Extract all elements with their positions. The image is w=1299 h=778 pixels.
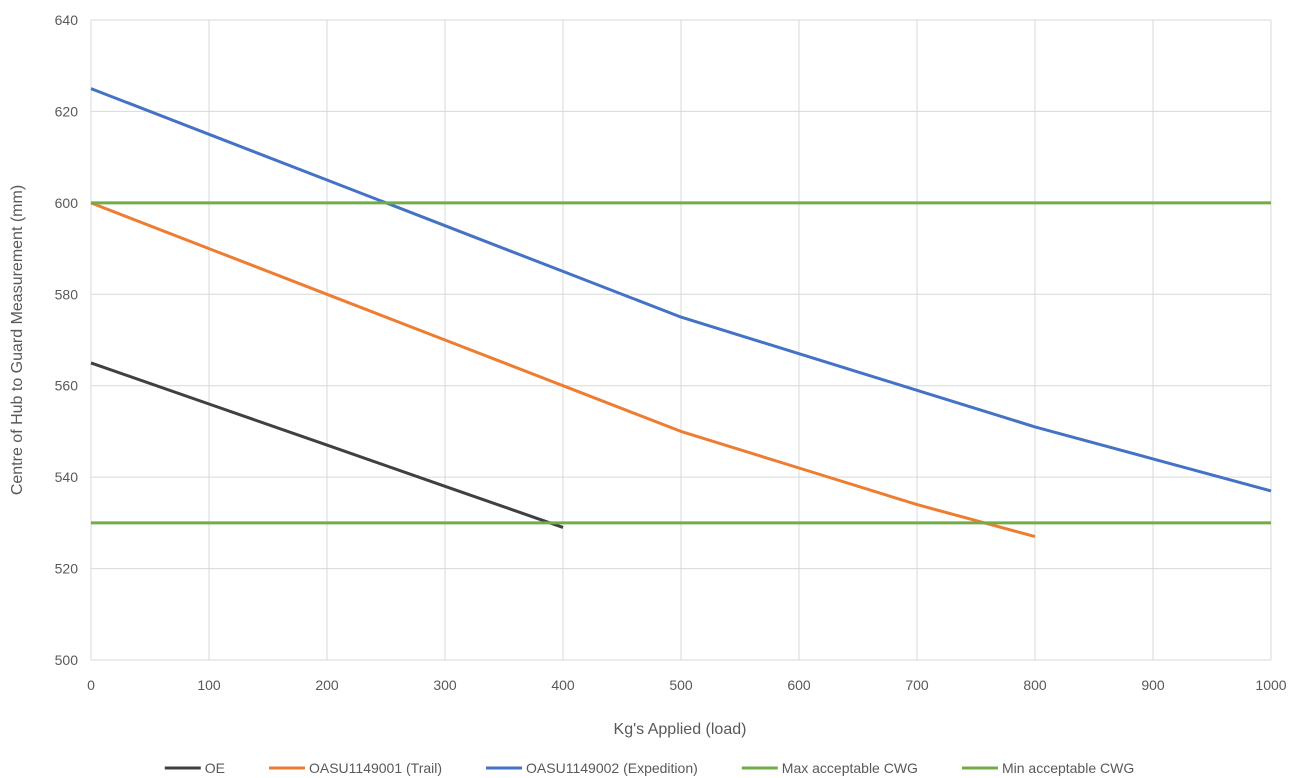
x-tick-label-400: 400 — [551, 677, 575, 693]
y-tick-label-580: 580 — [55, 286, 79, 302]
legend-label-3: Max acceptable CWG — [782, 760, 918, 776]
series-line-0 — [90, 361, 564, 529]
y-tick-label-500: 500 — [55, 652, 79, 668]
legend: OE OASU1149001 (Trail) OASU1149002 (Expedi… — [164, 760, 1134, 776]
legend-item-2: OASU1149002 (Expedition) — [486, 760, 698, 776]
y-tick-label-600: 600 — [55, 195, 79, 211]
x-tick-label-500: 500 — [669, 677, 693, 693]
legend-label-0: OE — [205, 760, 225, 776]
legend-item-0: OE — [164, 760, 225, 776]
x-tick-label-300: 300 — [433, 677, 457, 693]
y-tick-label-520: 520 — [55, 561, 79, 577]
x-tick-label-800: 800 — [1023, 677, 1047, 693]
legend-label-4: Min acceptable CWG — [1002, 760, 1134, 776]
x-axis-title: Kg's Applied (load) — [614, 721, 747, 738]
grid — [90, 19, 1272, 661]
x-tick-label-700: 700 — [905, 677, 929, 693]
legend-item-3: Max acceptable CWG — [741, 760, 918, 776]
legend-item-1: OASU1149001 (Trail) — [268, 760, 442, 776]
x-tick-label-200: 200 — [315, 677, 339, 693]
tick-labels: 500 520 540 560 580 600 620 640 0 100 200 300 400 500… — [55, 12, 1287, 693]
x-tick-label-900: 900 — [1141, 677, 1165, 693]
y-axis-title: Centre of Hub to Guard Measurement (mm) — [9, 185, 26, 495]
series-line-2 — [90, 87, 1272, 493]
x-tick-label-600: 600 — [787, 677, 811, 693]
series-lines — [90, 87, 1272, 539]
legend-item-4: Min acceptable CWG — [961, 760, 1134, 776]
x-tick-label-1000: 1000 — [1255, 677, 1286, 693]
x-tick-label-0: 0 — [87, 677, 95, 693]
y-tick-label-640: 640 — [55, 12, 79, 28]
y-tick-label-560: 560 — [55, 378, 79, 394]
y-tick-label-540: 540 — [55, 469, 79, 485]
x-tick-label-100: 100 — [197, 677, 221, 693]
series-line-1 — [90, 201, 1036, 539]
legend-label-1: OASU1149001 (Trail) — [309, 760, 442, 776]
y-tick-label-620: 620 — [55, 103, 79, 119]
legend-label-2: OASU1149002 (Expedition) — [526, 760, 698, 776]
